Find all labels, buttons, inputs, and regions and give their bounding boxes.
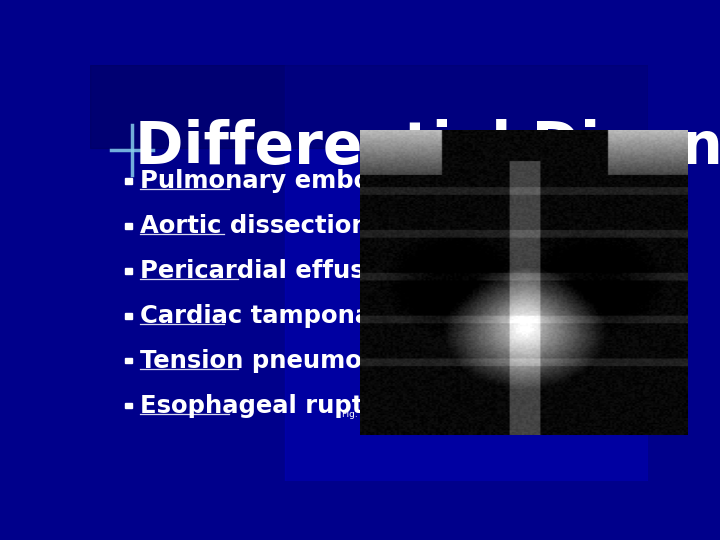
Bar	[125, 268, 132, 274]
Text: Tension pneumothorax: Tension pneumothorax	[140, 349, 451, 373]
Bar	[125, 358, 132, 363]
Bar	[125, 403, 132, 408]
Text: Cardiac tamponade: Cardiac tamponade	[140, 304, 405, 328]
Bar	[125, 223, 132, 229]
Text: Differential Diagnosis: Differential Diagnosis	[135, 119, 720, 176]
Bar	[125, 178, 132, 184]
Bar	[285, 65, 648, 481]
Text: Esophageal rupture: Esophageal rupture	[140, 394, 409, 418]
Text: Pulmonary embolism: Pulmonary embolism	[140, 169, 426, 193]
Text: Fig. 1 - Thoracic radiography demonstrating increased cardiac area.: Fig. 1 - Thoracic radiography demonstrat…	[342, 410, 650, 419]
Bar	[125, 313, 132, 319]
Text: Aortic dissection: Aortic dissection	[140, 214, 369, 238]
Bar	[90, 65, 648, 148]
Text: Pericardial effusion: Pericardial effusion	[140, 259, 407, 283]
Bar	[369, 165, 623, 400]
